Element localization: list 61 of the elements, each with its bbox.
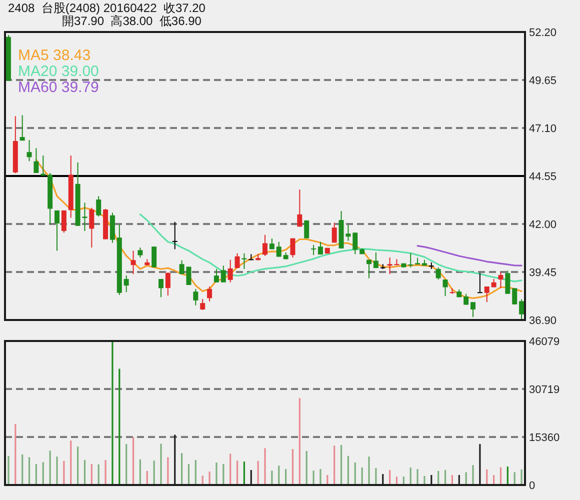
candlestick: [220, 265, 226, 283]
chart-title: 2408 台股(2408) 20160422 收37.20: [8, 1, 206, 15]
candlestick: [172, 221, 178, 250]
candlestick: [193, 288, 198, 306]
candlestick: [332, 222, 337, 244]
chart-subtitle: 開37.90 高38.00 低36.90: [62, 14, 202, 28]
candlestick: [262, 234, 268, 256]
candlestick: [470, 302, 476, 318]
text: MA20 39.00: [18, 63, 99, 80]
candlestick: [207, 286, 212, 302]
candlestick: [130, 250, 136, 275]
y-tick-label: 44.55: [529, 171, 557, 183]
y-tick-label: 39.45: [529, 267, 557, 279]
candlestick: [34, 148, 39, 174]
candlestick: [20, 114, 25, 142]
candlestick: [373, 252, 378, 269]
candlestick: [165, 272, 170, 296]
candlestick: [512, 288, 518, 305]
candlestick: [505, 270, 510, 294]
candlestick: [304, 220, 310, 239]
y-tick-label: 30719: [529, 384, 560, 396]
candlestick: [152, 246, 157, 268]
y-tick-label: 0: [529, 480, 536, 492]
candlestick: [408, 252, 414, 268]
candlestick: [124, 274, 129, 293]
y-tick-label: 47.10: [529, 123, 557, 135]
candlestick: [214, 268, 219, 283]
candlestick: [352, 232, 358, 255]
candlestick: [234, 252, 240, 269]
candlestick: [40, 154, 46, 176]
candlestick: [200, 298, 206, 311]
candlestick: [366, 259, 372, 279]
candlestick: [311, 244, 316, 256]
candlestick: [442, 279, 448, 297]
candlestick: [276, 241, 282, 258]
y-tick-label: 49.65: [529, 75, 557, 87]
candlestick: [498, 272, 504, 289]
candlestick: [318, 241, 323, 255]
candlestick: [61, 210, 66, 234]
candlestick: [436, 266, 441, 280]
candlestick: [519, 298, 524, 320]
candlestick: [297, 189, 302, 228]
y-tick-label: 52.20: [529, 27, 557, 39]
candlestick: [54, 210, 60, 252]
y-tick-label: 46079: [529, 336, 560, 348]
candlestick: [158, 278, 164, 298]
text: MA60 39.79: [18, 79, 99, 96]
line-series: [416, 245, 522, 266]
y-tick-label: 36.90: [529, 315, 557, 327]
candlestick: [26, 140, 32, 162]
candlestick: [464, 293, 469, 306]
candlestick: [89, 207, 94, 248]
y-tick-label: 42.00: [529, 219, 557, 231]
candlestick: [290, 238, 296, 258]
candlestick: [138, 247, 143, 258]
candlestick: [228, 259, 233, 283]
text: MA5 38.43: [18, 47, 91, 64]
candlestick: [484, 286, 490, 303]
y-tick-label: 15360: [529, 432, 560, 444]
candlestick: [477, 272, 482, 294]
candlestick: [96, 196, 102, 217]
